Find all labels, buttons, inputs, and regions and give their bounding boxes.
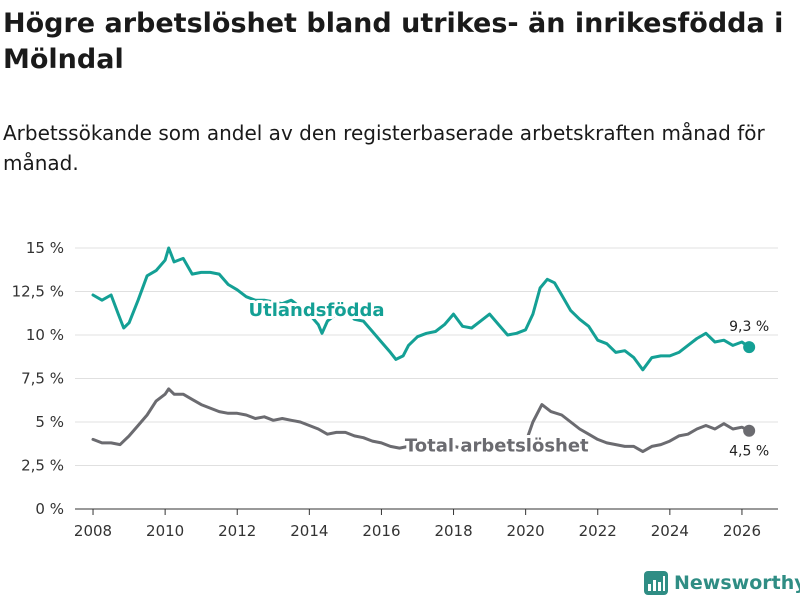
x-tick-label: 2012 [218, 522, 256, 540]
x-tick-label: 2022 [579, 522, 617, 540]
x-tick-label: 2026 [723, 522, 761, 540]
y-tick-label: 12,5 % [12, 283, 64, 301]
series-labels: Utlandsfödda Total arbetslöshet 9,3 % 4,5 % [246, 297, 770, 460]
brand-logo[interactable]: Newsworthy [644, 569, 800, 597]
gridlines [75, 247, 778, 466]
x-tick-label: 2024 [651, 522, 689, 540]
x-tick-label: 2018 [434, 522, 472, 540]
series-end-point-utlandsfodda [743, 341, 756, 354]
y-tick-label: 2,5 % [21, 457, 64, 475]
y-tick-label: 15 % [26, 239, 64, 257]
y-tick-label: 0 % [35, 500, 64, 518]
x-tick-label: 2008 [74, 522, 112, 540]
series-end-point-total [743, 424, 756, 437]
brand-name: Newsworthy [674, 572, 800, 594]
x-tick-label: 2016 [362, 522, 400, 540]
x-tick-label: 2014 [290, 522, 328, 540]
end-value-label-total: 4,5 % [729, 444, 769, 460]
y-tick-label: 7,5 % [21, 370, 64, 388]
series-label-total: Total arbetslöshet [405, 436, 589, 457]
chart-title: Högre arbetslöshet bland utrikes- än inr… [3, 8, 784, 75]
x-tick-label: 2010 [146, 522, 184, 540]
series-line-utlandsfodda [91, 246, 751, 372]
x-tick-label: 2020 [507, 522, 545, 540]
y-tick-label: 5 % [35, 413, 64, 431]
chart-subtitle: Arbetssökande som andel av den registerb… [3, 121, 765, 175]
axes: 0 % 2,5 % 5 % 7,5 % 10 % 12,5 % 15 % 2008 2010 20… [12, 239, 778, 540]
series-line-total [91, 387, 751, 454]
series-label-utlandsfodda: Utlandsfödda [249, 300, 385, 321]
y-tick-label: 10 % [26, 326, 64, 344]
newsworthy-logo-icon [644, 571, 668, 595]
series [91, 246, 756, 454]
end-value-label-utlandsfodda: 9,3 % [729, 319, 769, 335]
